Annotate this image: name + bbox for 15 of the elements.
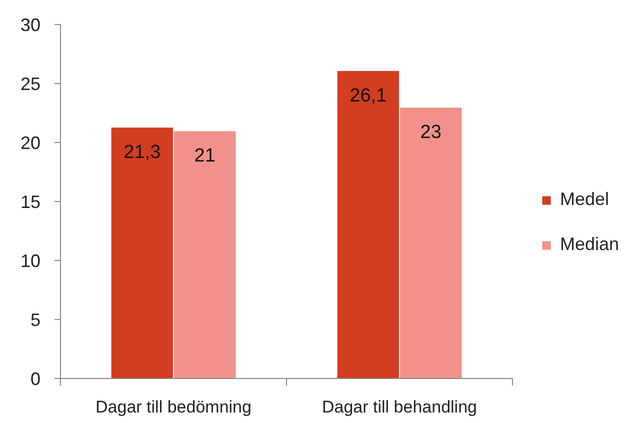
y-tick-label: 5 (30, 310, 41, 330)
y-tick-label: 0 (30, 369, 41, 389)
data-label: 21,3 (124, 142, 161, 164)
data-label: 21 (194, 146, 216, 167)
data-label: 26,1 (350, 86, 387, 107)
data-label: 23 (420, 122, 442, 144)
y-tick-label: 15 (20, 192, 41, 212)
y-tick-label: 30 (20, 15, 41, 35)
y-tick-label: 25 (20, 74, 41, 94)
legend-label: Medel (560, 189, 610, 210)
y-tick-label: 20 (20, 133, 41, 153)
x-tick-label: Dagar till bedömning (96, 398, 252, 416)
x-tick-label: Dagar till behandling (322, 398, 478, 416)
legend-label: Median (560, 234, 620, 255)
y-tick-label: 10 (20, 251, 41, 271)
